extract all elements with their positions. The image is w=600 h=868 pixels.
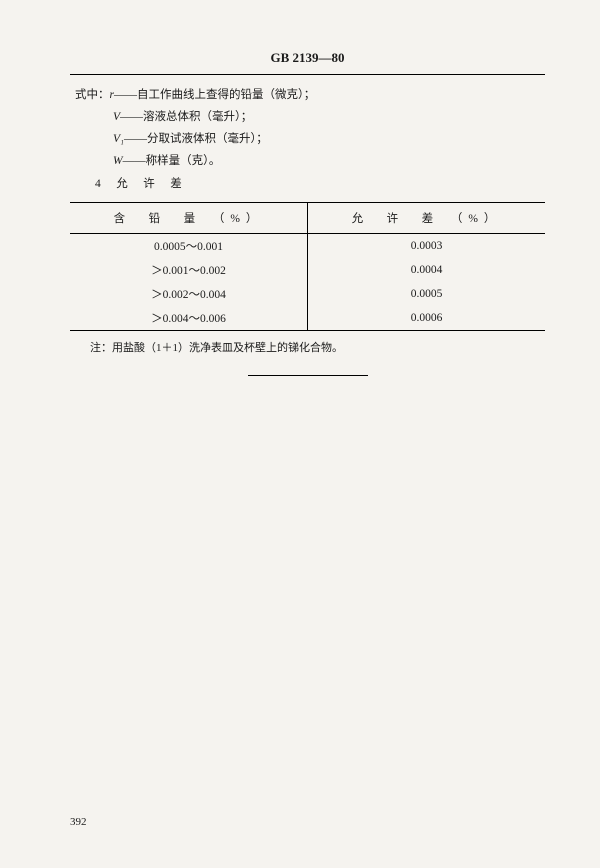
def-text: ——溶液总体积（毫升）； — [120, 107, 252, 129]
def-symbol: W — [113, 151, 123, 173]
tol-cell: 0.0004 — [308, 258, 546, 282]
tolerance-table: 含 铅 量 （%） 允 许 差 （%） 0.0005～0.001 0.0003 … — [70, 202, 545, 331]
def-text: ——分取试液体积（毫升）； — [124, 129, 268, 151]
table-row: 0.0005～0.001 0.0003 — [70, 234, 545, 259]
range-cell: 0.0005～0.001 — [70, 234, 308, 259]
end-rule — [248, 375, 368, 376]
def-intro: 式中： — [75, 89, 110, 101]
col-header-left: 含 铅 量 （%） — [70, 203, 308, 234]
tol-cell: 0.0005 — [308, 282, 546, 306]
range-cell: ＞0.004～0.006 — [70, 306, 308, 331]
page-number: 392 — [70, 816, 87, 828]
def-symbol: V — [113, 107, 120, 129]
col-header-right: 允 许 差 （%） — [308, 203, 546, 234]
standard-code: GB 2139—80 — [70, 50, 545, 66]
def-line: V——溶液总体积（毫升）； — [113, 107, 545, 129]
definitions-block: 式中：r——自工作曲线上查得的铅量（微克）； V——溶液总体积（毫升）； V₁—… — [75, 85, 545, 196]
def-line: W——称样量（克）。 — [113, 151, 545, 173]
tol-cell: 0.0006 — [308, 306, 546, 331]
def-text: ——称样量（克）。 — [123, 151, 221, 173]
range-cell: ＞0.002～0.004 — [70, 282, 308, 306]
def-text: ——自工作曲线上查得的铅量（微克）； — [114, 85, 315, 107]
table-row: ＞0.004～0.006 0.0006 — [70, 306, 545, 331]
header-rule — [70, 74, 545, 75]
def-symbol: V₁ — [113, 129, 124, 151]
section-4-heading: 4 允 许 差 — [95, 174, 545, 196]
tol-cell: 0.0003 — [308, 234, 546, 259]
table-header-row: 含 铅 量 （%） 允 许 差 （%） — [70, 203, 545, 234]
table-row: ＞0.001～0.002 0.0004 — [70, 258, 545, 282]
table-row: ＞0.002～0.004 0.0005 — [70, 282, 545, 306]
def-line: 式中：r——自工作曲线上查得的铅量（微克）； — [75, 85, 545, 107]
range-cell: ＞0.001～0.002 — [70, 258, 308, 282]
def-line: V₁——分取试液体积（毫升）； — [113, 129, 545, 151]
footnote: 注：用盐酸（1＋1）洗净表皿及杯壁上的锑化合物。 — [90, 339, 545, 355]
